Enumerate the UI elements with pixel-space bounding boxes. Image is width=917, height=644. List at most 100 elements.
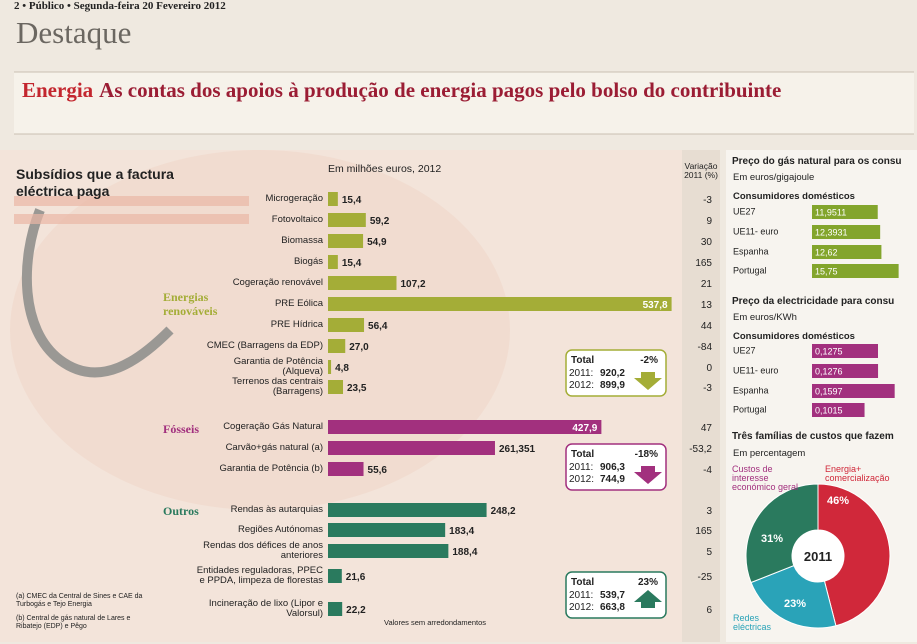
chart-subtitle: Em milhões euros, 2012 [328, 163, 442, 175]
total-box [565, 349, 667, 397]
category-label: Rendas dos défices de anos anteriores [203, 540, 323, 561]
category-label: Fotovoltaico [271, 214, 323, 225]
total-change: -2% [640, 355, 658, 366]
value-label: 22,2 [346, 605, 366, 616]
value-label: 15,4 [342, 195, 362, 206]
side-value-label: 0,1597 [815, 387, 843, 397]
category-label: Carvão+gás natural (a) [225, 442, 323, 453]
category-label: PRE Eólica [274, 298, 323, 309]
headline: Energia As contas dos apoios à produção d… [22, 78, 781, 102]
decoration [14, 214, 249, 224]
side-category: Espanha [733, 246, 769, 257]
change-value: -84 [698, 342, 713, 353]
total-change: 23% [638, 577, 658, 588]
side-value-label: 12,62 [815, 248, 838, 258]
side-value-label: 0,1276 [815, 367, 843, 377]
side-category: UE27 [733, 206, 756, 217]
value-label: 4,8 [335, 363, 349, 374]
change-value: -4 [703, 465, 712, 476]
footnote: (a) CMEC da Central de Sines e CAE da Tu… [16, 593, 143, 608]
pie-category: Custos de interesse económico geral [732, 464, 799, 492]
bar [328, 462, 364, 476]
change-value: 13 [701, 300, 713, 311]
change-column [682, 150, 720, 642]
section-title: Destaque [16, 15, 132, 50]
pie-category: Redes eléctricas [733, 613, 772, 632]
bar [328, 213, 366, 227]
bar [328, 339, 346, 353]
bar [328, 360, 332, 374]
side-category: Portugal [733, 265, 767, 276]
total-change: -18% [635, 449, 658, 460]
total-year: 2011: [569, 462, 593, 473]
total-value: 899,9 [600, 380, 625, 391]
value-label: 427,9 [572, 423, 597, 434]
change-value: 6 [706, 605, 712, 616]
value-label: 54,9 [367, 237, 387, 248]
change-value: -3 [703, 195, 712, 206]
side-bar [812, 225, 881, 239]
total-year: 2011: [569, 590, 593, 601]
bar [328, 318, 365, 332]
change-value: -53,2 [689, 444, 712, 455]
value-label: 21,6 [346, 572, 366, 583]
total-year: 2012: [569, 602, 594, 613]
group-label: Energias renováveis [163, 290, 218, 318]
bar [328, 420, 602, 434]
bar [328, 544, 449, 558]
side-bar [812, 364, 879, 378]
side-bar [812, 403, 865, 417]
side-value-label: 15,75 [815, 267, 838, 277]
headline-kicker: Energia [22, 78, 94, 102]
category-label: Terrenos das centrais (Barragens) [232, 376, 323, 397]
total-value: 744,9 [600, 474, 625, 485]
bar [328, 602, 343, 616]
category-label: Rendas às autarquias [230, 504, 323, 515]
value-label: 537,8 [643, 300, 668, 311]
change-value: 165 [695, 258, 712, 269]
change-value: 9 [706, 216, 712, 227]
side-bar [812, 205, 878, 219]
side-category: Espanha [733, 385, 769, 396]
group-label: Outros [163, 504, 199, 518]
footnote: (b) Central de gás natural de Lares e Ri… [16, 615, 131, 630]
category-label: Biomassa [281, 235, 323, 246]
category-label: Biogás [293, 256, 323, 267]
pie-center-label: 2011 [804, 549, 832, 564]
bar [328, 255, 338, 269]
bar [328, 276, 397, 290]
total-value: 920,2 [600, 368, 625, 379]
page-info: 2 • Público • Segunda-feira 20 Fevereiro… [14, 0, 226, 12]
side-value-label: 0,1275 [815, 347, 843, 357]
side-group: Consumidores domésticos [733, 331, 855, 342]
side-bar [812, 384, 895, 398]
chart-title: Subsídios que a factura eléctrica paga [16, 166, 174, 199]
side-category: UE11- euro [733, 365, 779, 376]
change-value: 165 [695, 526, 712, 537]
side-bar [812, 245, 882, 259]
side-title: Preço do gás natural para os consu [732, 156, 902, 167]
change-title: Variação 2011 (%) [684, 161, 718, 180]
trend-arrow [634, 466, 662, 484]
headline-title: As contas dos apoios à produção de energ… [99, 78, 782, 102]
bar [328, 380, 344, 394]
value-label: 183,4 [449, 526, 474, 537]
change-value: 3 [706, 506, 712, 517]
side-subtitle: Em euros/gigajoule [733, 172, 815, 183]
value-label: 56,4 [368, 321, 388, 332]
side-group: Consumidores domésticos [733, 191, 855, 202]
value-label: 23,5 [347, 383, 367, 394]
side-subtitle: Em euros/KWh [733, 312, 797, 323]
change-value: -25 [698, 572, 713, 583]
side-value-label: 12,3931 [815, 228, 848, 238]
category-label: Incineração de lixo (Lipor e Valorsul) [208, 598, 323, 619]
value-label: 107,2 [400, 279, 425, 290]
category-label: PRE Hídrica [270, 319, 323, 330]
side-category: UE11- euro [733, 226, 779, 237]
value-label: 27,0 [349, 342, 369, 353]
total-box [565, 443, 667, 491]
bar [328, 297, 672, 311]
